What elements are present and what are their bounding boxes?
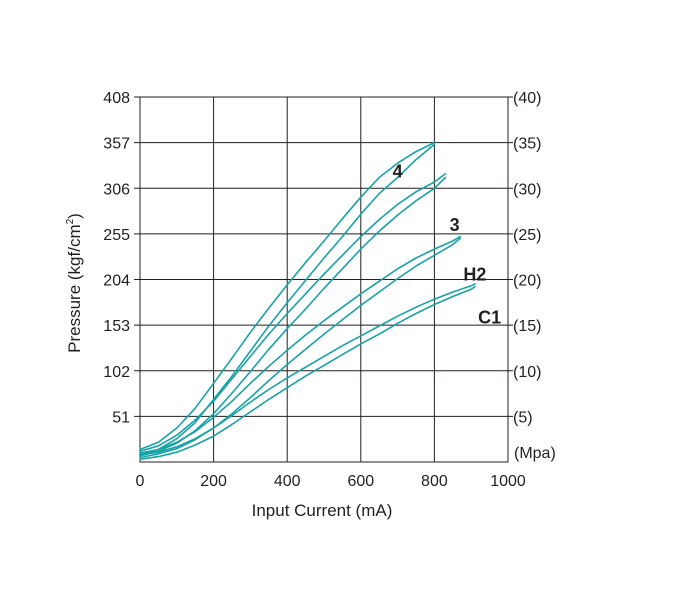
y-tick-label-408: 408 bbox=[103, 90, 130, 107]
y2-tick-label-255: (25) bbox=[513, 227, 541, 244]
series-c1-lower-curve bbox=[139, 285, 476, 461]
y-axis-title-sup: 2 bbox=[65, 218, 76, 224]
x-tick-label-800: 800 bbox=[421, 473, 448, 490]
series-label-h2: H2 bbox=[463, 264, 486, 284]
series-labels: 4 3 H2 C1 bbox=[393, 162, 502, 328]
series-3-lower-curve bbox=[139, 176, 447, 457]
x-axis-title: Input Current (mA) bbox=[252, 501, 393, 520]
x-tick-label-600: 600 bbox=[347, 473, 374, 490]
series-4-lower-curve bbox=[139, 143, 436, 456]
series-4-upper-curve bbox=[139, 141, 436, 451]
x-tick-label-400: 400 bbox=[274, 473, 301, 490]
grid bbox=[134, 96, 513, 463]
y-axis-title-main: Pressure (kgf/cm bbox=[65, 224, 84, 352]
y2-tick-label-102: (10) bbox=[513, 364, 541, 381]
y-tick-label-204: 204 bbox=[103, 273, 130, 290]
series-3-upper-curve bbox=[139, 173, 447, 453]
y-axis-title: Pressure (kgf/cm2) bbox=[65, 213, 84, 353]
series-label-c1: C1 bbox=[478, 307, 501, 327]
x-tick-label-1000: 1000 bbox=[490, 473, 526, 490]
series-curves bbox=[139, 141, 476, 461]
y2-tick-label-306: (30) bbox=[513, 181, 541, 198]
y2-tick-label-408: (40) bbox=[513, 90, 541, 107]
y2-axis-unit: (Mpa) bbox=[514, 445, 556, 462]
series-h2-lower-curve bbox=[139, 237, 461, 459]
series-label-4: 4 bbox=[393, 162, 403, 182]
y2-tick-label-204: (20) bbox=[513, 273, 541, 290]
y-tick-label-255: 255 bbox=[103, 227, 130, 244]
y-tick-label-51: 51 bbox=[112, 409, 130, 426]
y2-tick-label-357: (35) bbox=[513, 136, 541, 153]
tick-labels: 0 200 400 600 800 1000 51 (5) 102 (10) 153 (15) 204 (… bbox=[103, 90, 541, 490]
y2-tick-label-51: (5) bbox=[513, 409, 533, 426]
x-tick-label-200: 200 bbox=[200, 473, 227, 490]
y-tick-label-357: 357 bbox=[103, 136, 130, 153]
y2-tick-label-153: (15) bbox=[513, 318, 541, 335]
y-tick-label-102: 102 bbox=[103, 364, 130, 381]
series-c1-upper-curve bbox=[139, 283, 476, 456]
y-axis-title-close: ) bbox=[65, 213, 84, 219]
y-tick-label-153: 153 bbox=[103, 318, 130, 335]
series-h2-upper-curve bbox=[139, 235, 461, 454]
x-tick-label-0: 0 bbox=[136, 473, 145, 490]
y-tick-label-306: 306 bbox=[103, 181, 130, 198]
series-label-3: 3 bbox=[450, 215, 460, 235]
